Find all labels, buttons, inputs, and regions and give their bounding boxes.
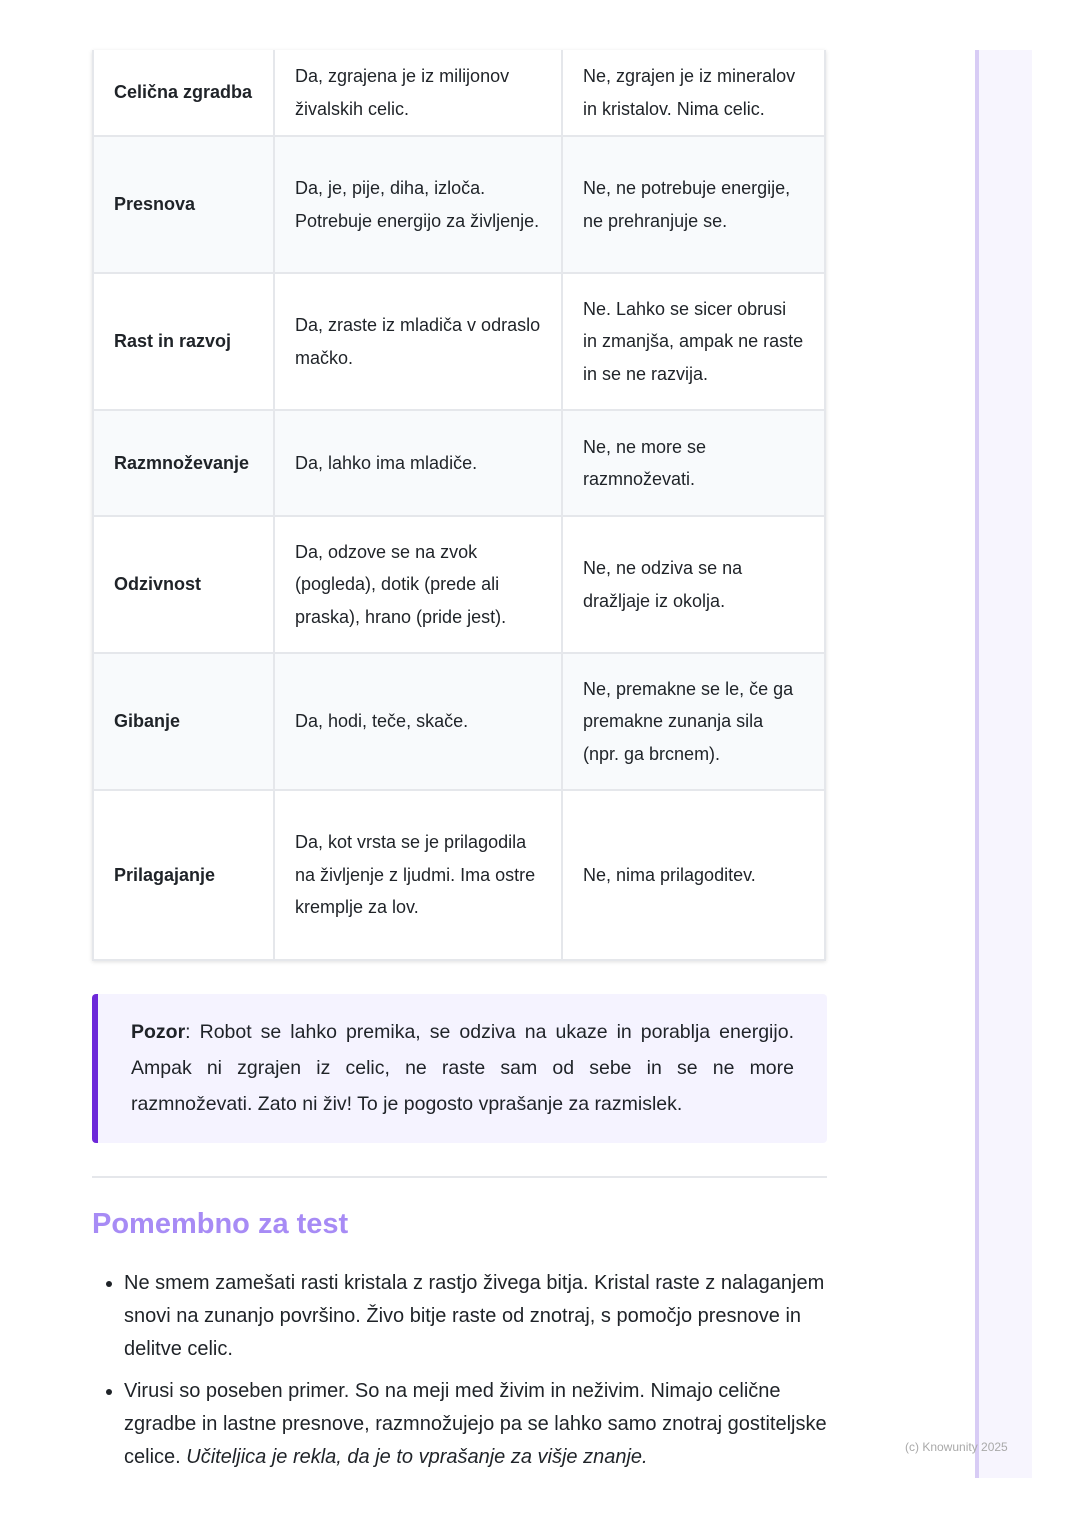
cat-cell: Da, odzove se na zvok (pogleda), dotik (… [273, 515, 563, 654]
stone-cell: Ne, zgrajen je iz mineralov in kristalov… [561, 50, 826, 137]
cat-cell: Da, kot vrsta se je prilagodila na življ… [273, 789, 563, 961]
list-item-text: Virusi so poseben primer. So na meji med… [124, 1380, 827, 1468]
list-item: Virusi so poseben primer. So na meji med… [124, 1375, 827, 1474]
callout-text: : Robot se lahko premika, se odziva na u… [131, 1021, 794, 1115]
property-cell: Razmnoževanje [92, 409, 275, 517]
stone-cell: Ne, ne odziva se na dražljaje iz okolja. [561, 515, 826, 654]
table-row: Razmnoževanje Da, lahko ima mladiče. Ne, n… [92, 409, 826, 517]
list-item: Ne smem zamešati rasti kristala z rastjo… [124, 1267, 827, 1366]
property-cell: Rast in razvoj [92, 272, 275, 411]
section-title: Pomembno za test [92, 1208, 349, 1240]
warning-callout: Pozor: Robot se lahko premika, se odziva… [92, 994, 827, 1143]
cat-cell: Da, je, pije, diha, izloča. Potrebuje en… [273, 135, 563, 274]
property-cell: Odzivnost [92, 515, 275, 654]
copyright: (c) Knowunity 2025 [905, 1440, 1008, 1454]
property-cell: Presnova [92, 135, 275, 274]
important-list: Ne smem zamešati rasti kristala z rastjo… [92, 1267, 827, 1483]
table-row: Celična zgradba Da, zgrajena je iz milijo… [92, 50, 826, 137]
cat-cell: Da, zgrajena je iz milijonov živalskih c… [273, 50, 563, 137]
stone-cell: Ne, nima prilagoditev. [561, 789, 826, 961]
property-cell: Gibanje [92, 652, 275, 791]
table-row: Presnova Da, je, pije, diha, izloča. Potr… [92, 135, 826, 274]
cat-cell: Da, zraste iz mladiča v odraslo mačko. [273, 272, 563, 411]
stone-cell: Ne, premakne se le, če ga premakne zunan… [561, 652, 826, 791]
table-row: Rast in razvoj Da, zraste iz mladiča v od… [92, 272, 826, 411]
list-item-text: Ne smem zamešati rasti kristala z rastjo… [124, 1272, 825, 1360]
table-row: Prilagajanje Da, kot vrsta se je prilagod… [92, 789, 826, 961]
stone-cell: Ne, ne more se razmnoževati. [561, 409, 826, 517]
stone-cell: Ne. Lahko se sicer obrusi in zmanjša, am… [561, 272, 826, 411]
list-item-note: Učiteljica je rekla, da je to vprašanje … [186, 1446, 648, 1468]
divider [92, 1176, 827, 1178]
table-row: Odzivnost Da, odzove se na zvok (pogleda)… [92, 515, 826, 654]
property-cell: Celična zgradba [92, 50, 275, 137]
cat-cell: Da, lahko ima mladiče. [273, 409, 563, 517]
comparison-table: Celična zgradba Da, zgrajena je iz milijo… [92, 50, 826, 961]
property-cell: Prilagajanje [92, 789, 275, 961]
callout-label: Pozor [131, 1021, 186, 1043]
cat-cell: Da, hodi, teče, skače. [273, 652, 563, 791]
stone-cell: Ne, ne potrebuje energije, ne prehranjuj… [561, 135, 826, 274]
side-panel [975, 50, 1032, 1478]
table-row: Gibanje Da, hodi, teče, skače. Ne, premakn… [92, 652, 826, 791]
